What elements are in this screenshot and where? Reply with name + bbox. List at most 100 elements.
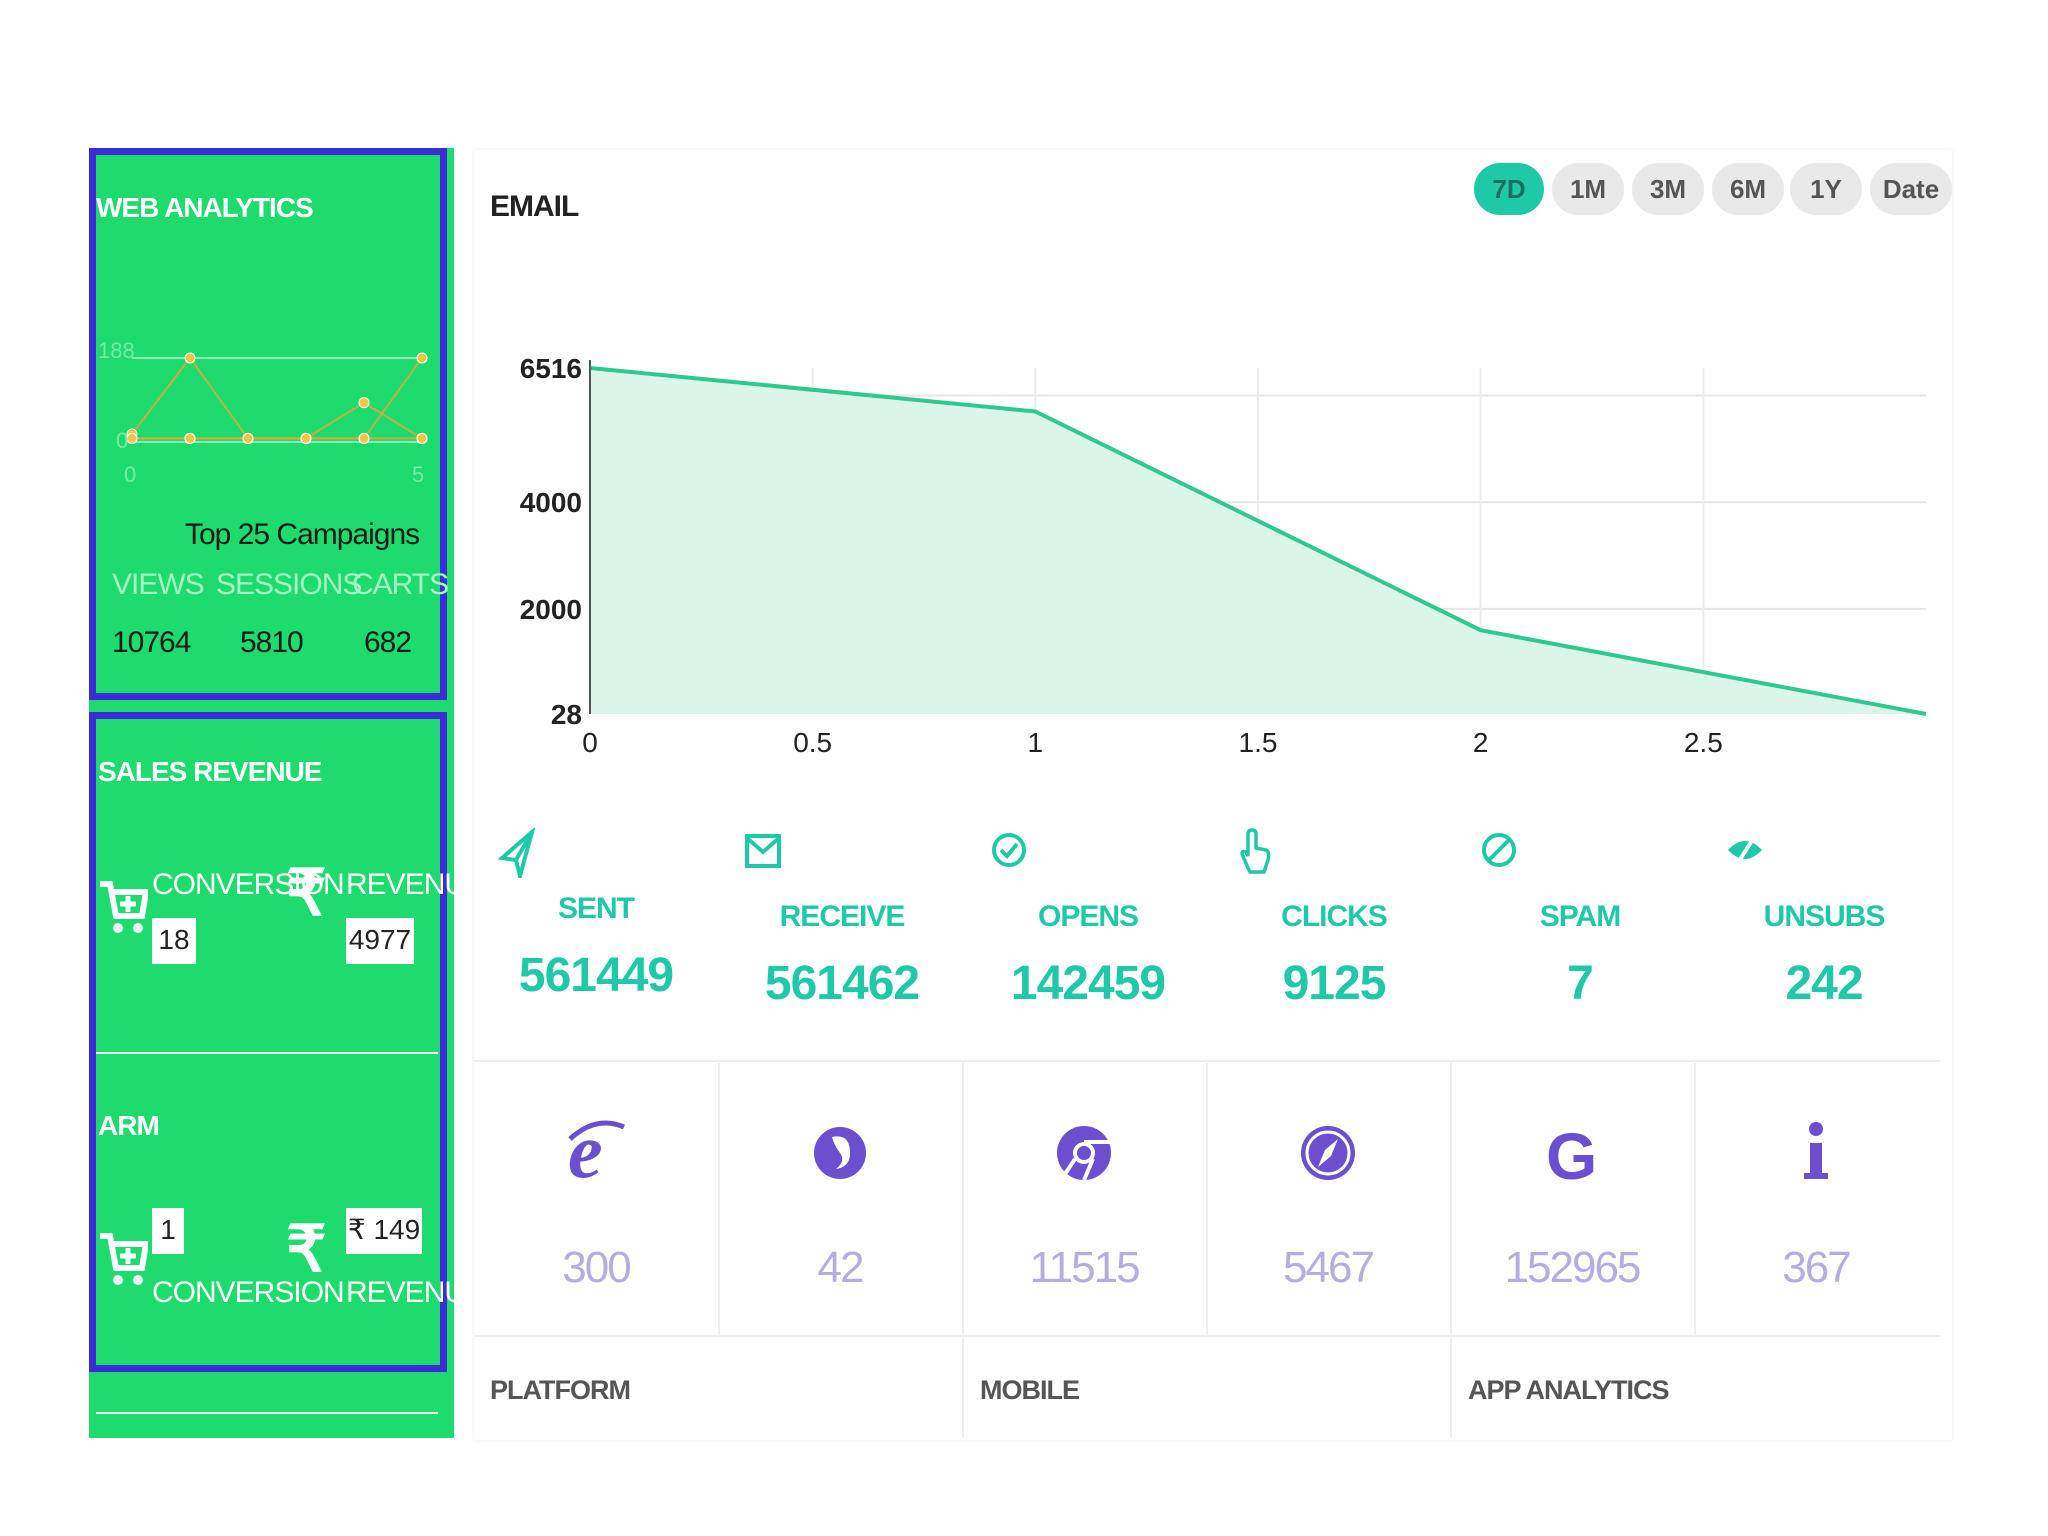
mini-chart-point (242, 432, 254, 444)
browser-cell-safari[interactable]: 5467 (1206, 1063, 1452, 1335)
browser-value-firefox: 42 (817, 1243, 865, 1292)
range-7d-button[interactable]: 7D (1474, 163, 1544, 215)
sessions-header: SESSIONS (216, 568, 362, 601)
stat-sent: SENT 561449 (496, 892, 696, 1003)
browser-cell-info[interactable]: 367 (1694, 1063, 1938, 1335)
email-chart-x-tick-label: 2.5 (1684, 727, 1723, 758)
pointer-hand-icon (1240, 828, 1271, 874)
stat-label: CLICKS (1281, 900, 1388, 933)
sessions-value: 5810 (240, 626, 304, 659)
email-chart-x-tick-label: 0.5 (793, 727, 832, 758)
arm-title: ARM (98, 1110, 160, 1141)
browser-value-ie: 300 (562, 1243, 631, 1292)
eye-slash-icon (1728, 832, 1762, 868)
stat-value: 9125 (1282, 957, 1387, 1010)
email-panel (474, 150, 1952, 1440)
sales-revenue-panel (89, 712, 447, 1372)
stat-label: SENT (557, 892, 635, 925)
range-3m-button[interactable]: 3M (1632, 163, 1704, 215)
paper-plane-icon (498, 828, 536, 878)
web-analytics-mini-chart: 188 0 0 5 (98, 338, 428, 487)
footer-app-analytics-tab[interactable]: APP ANALYTICS (1468, 1375, 1670, 1405)
email-chart: 6516 4000 2000 28 0 0.5 1 1.5 2 2.5 (520, 353, 1927, 758)
firefox-icon (814, 1127, 866, 1179)
stat-value: 561462 (764, 957, 920, 1010)
arm-cart-plus-icon (100, 1233, 148, 1285)
stat-opens: OPENS 142459 (988, 900, 1188, 1011)
email-chart-area (590, 368, 1926, 714)
ban-icon (1482, 833, 1516, 867)
stat-value: 7 (1567, 957, 1594, 1010)
browser-cell-ie[interactable]: e 300 (474, 1063, 720, 1335)
sales-revenue-title: SALES REVENUE (98, 756, 322, 787)
stat-unsubs: UNSUBS 242 (1724, 900, 1924, 1011)
browser-cell-firefox[interactable]: 42 (718, 1063, 964, 1335)
browser-cell-google[interactable]: G 152965 (1450, 1063, 1696, 1335)
sales-divider (96, 1052, 438, 1054)
web-analytics-panel (89, 148, 447, 700)
stat-label: OPENS (1037, 900, 1139, 933)
top-campaigns-label: Top 25 Campaigns (185, 518, 420, 551)
arm-conversion-label: CONVERSION (152, 1276, 345, 1309)
svg-text:G: G (1546, 1119, 1597, 1189)
email-chart-y-tick-label: 6516 (520, 353, 582, 384)
chrome-icon (1057, 1126, 1111, 1181)
left-bottom-divider (96, 1412, 438, 1414)
arm-revenue-label: REVENUE (346, 1276, 485, 1309)
mini-chart-x-right-label: 5 (412, 462, 424, 487)
email-chart-y-tick-label: 4000 (520, 487, 582, 518)
mini-chart-point (184, 432, 196, 444)
range-1y-button[interactable]: 1Y (1790, 163, 1862, 215)
browser-cell-chrome[interactable]: 11515 (962, 1063, 1208, 1335)
web-analytics-title: WEB ANALYTICS (96, 192, 314, 223)
mini-chart-point (126, 432, 138, 444)
stat-value: 561449 (518, 949, 674, 1002)
range-6m-button[interactable]: 6M (1712, 163, 1784, 215)
sales-revenue-label: REVENUE (346, 868, 485, 901)
google-icon: G (1546, 1119, 1597, 1189)
mini-chart-point (184, 352, 196, 364)
browser-row-bottom-border (474, 1335, 1940, 1337)
mini-chart-y-bottom-label: 0 (116, 428, 128, 453)
stat-spam: SPAM 7 (1480, 900, 1680, 1011)
sales-conversion-value: 18 (152, 918, 196, 964)
stat-value: 142459 (1010, 957, 1166, 1010)
stat-value: 242 (1785, 957, 1863, 1010)
browser-row-top-border (474, 1060, 1940, 1062)
email-title: EMAIL (490, 190, 579, 223)
mini-chart-series-line (132, 401, 423, 440)
arm-rupee-icon: ₹ (286, 1213, 327, 1285)
safari-icon (1301, 1126, 1355, 1180)
envelope-icon (745, 834, 781, 868)
mini-chart-point (358, 432, 370, 444)
mini-chart-x-left-label: 0 (124, 462, 136, 487)
range-1m-button[interactable]: 1M (1552, 163, 1624, 215)
footer-mobile-tab[interactable]: MOBILE (980, 1375, 1080, 1405)
info-icon (1804, 1122, 1828, 1179)
arm-conversion-value: 1 (152, 1208, 184, 1254)
email-chart-x-tick-label: 0 (582, 727, 598, 758)
arm-revenue-value: ₹ 149 (346, 1208, 422, 1254)
mini-chart-point (300, 432, 312, 444)
range-date-button[interactable]: Date (1870, 163, 1952, 215)
stat-receive: RECEIVE 561462 (742, 900, 942, 1011)
carts-value: 682 (364, 626, 412, 659)
mini-chart-point (358, 397, 370, 409)
mini-chart-point (416, 352, 428, 364)
email-chart-x-tick-label: 2 (1473, 727, 1489, 758)
email-chart-y-tick-label: 2000 (520, 594, 582, 625)
check-circle-icon (992, 833, 1026, 867)
browser-value-chrome: 11515 (1029, 1243, 1140, 1292)
mini-chart-series-line (131, 356, 423, 440)
stat-label: RECEIVE (779, 900, 906, 933)
footer-platform-tab[interactable]: PLATFORM (490, 1375, 631, 1405)
views-value: 10764 (112, 626, 191, 659)
carts-header: CARTS (352, 568, 449, 601)
stat-clicks: CLICKS 9125 (1234, 900, 1434, 1011)
sales-revenue-value: 4977 (346, 918, 414, 964)
views-header: VIEWS (112, 568, 205, 601)
browser-value-info: 367 (1782, 1243, 1851, 1292)
footer-divider-2 (1450, 1337, 1452, 1437)
stat-label: SPAM (1539, 900, 1621, 933)
mini-chart-point (416, 432, 428, 444)
